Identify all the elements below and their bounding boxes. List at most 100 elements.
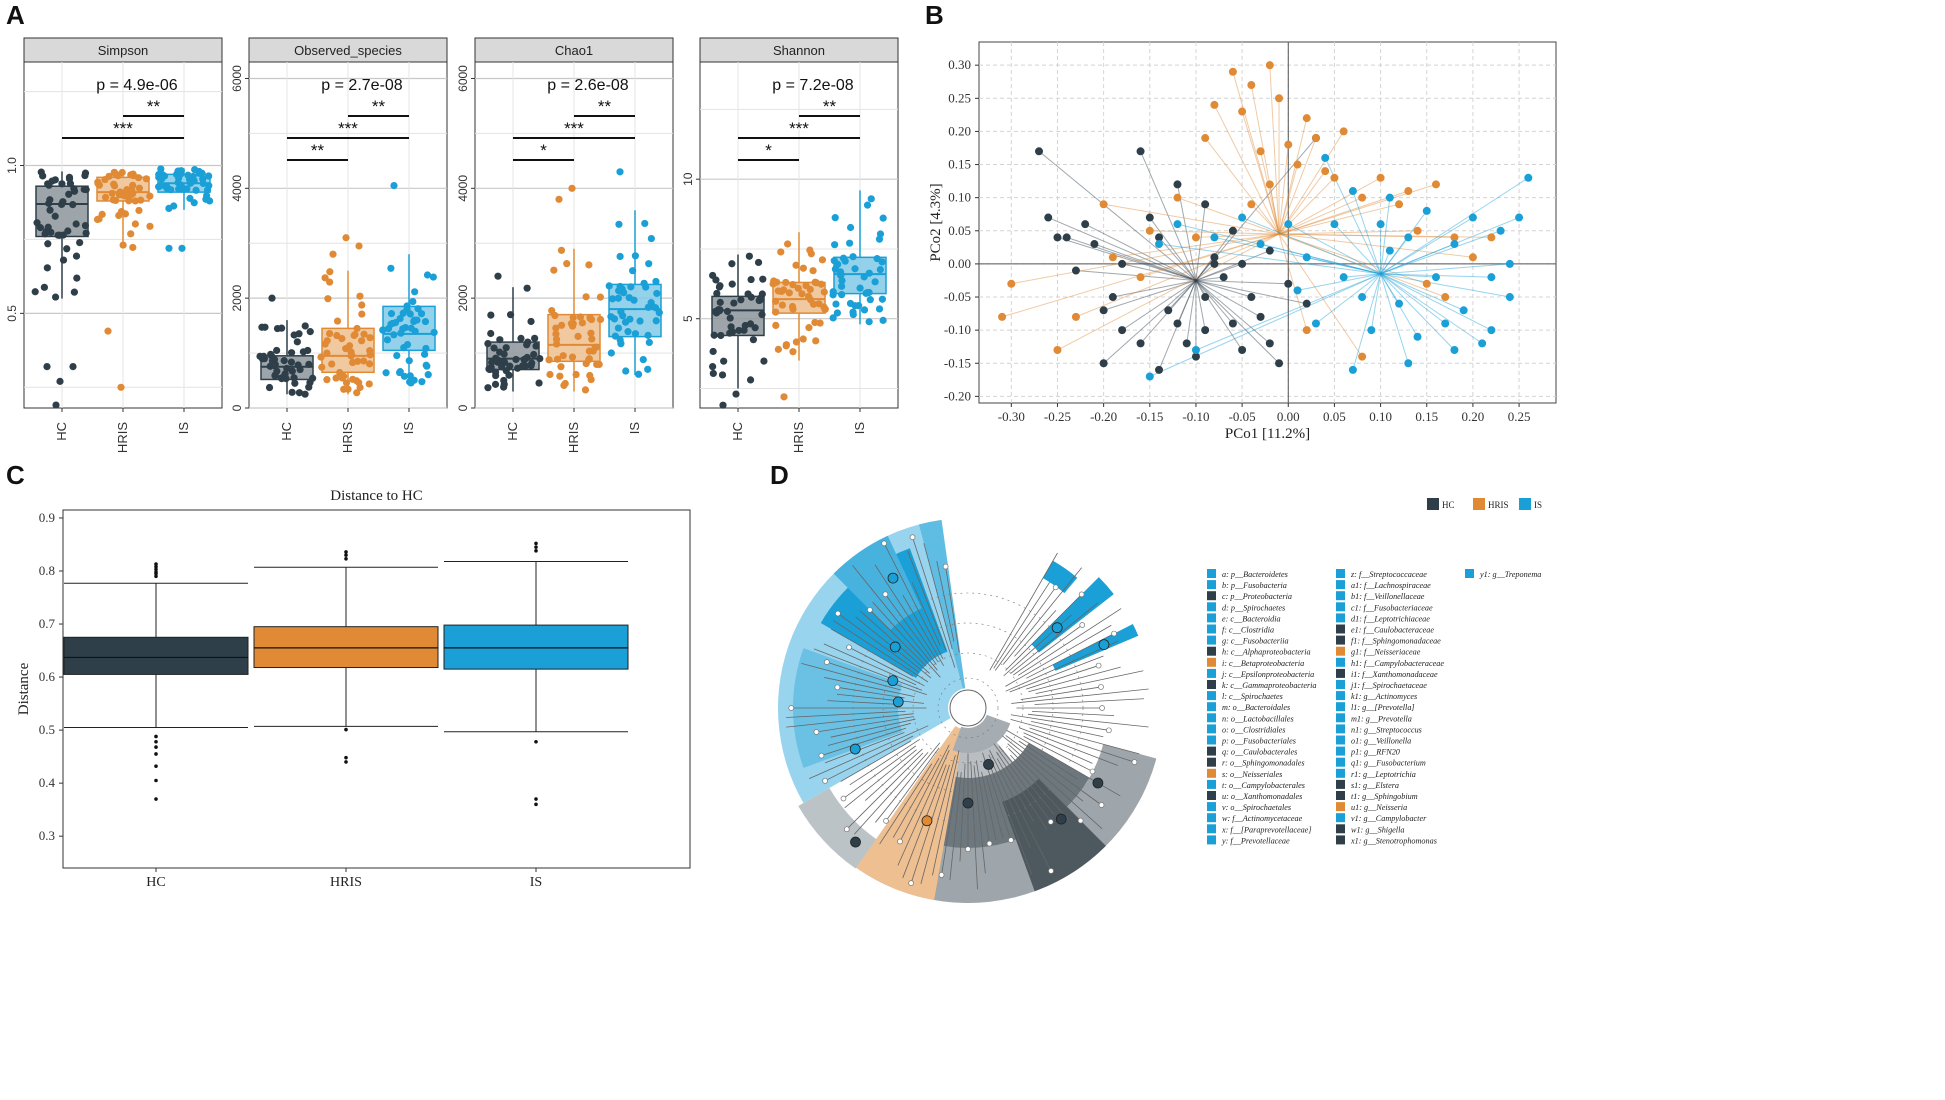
taxa-swatch — [1336, 580, 1345, 590]
tree-branch — [832, 620, 929, 683]
tree-branch — [801, 662, 902, 691]
taxa-legend-item: v1: g__Campylobacter — [1336, 813, 1427, 823]
box-HRIS — [317, 234, 375, 397]
scatter-point — [1099, 306, 1108, 315]
data-point — [365, 360, 374, 368]
data-point — [205, 172, 213, 180]
data-point — [860, 306, 869, 314]
taxa-legend-item: z: f__Streptococcaceae — [1336, 569, 1427, 579]
data-point — [93, 215, 102, 224]
scatter-point — [1228, 67, 1237, 76]
legend-label: IS — [1534, 500, 1542, 510]
outlier-point — [534, 797, 538, 801]
data-point — [273, 367, 281, 375]
spider-line — [1057, 233, 1280, 351]
tree-branch — [1031, 721, 1104, 738]
taxa-label: p1: g__RFN20 — [1350, 748, 1400, 757]
spider-line — [1380, 273, 1455, 351]
data-point — [728, 260, 736, 268]
panel-label-b: B — [925, 0, 944, 30]
data-point — [522, 362, 530, 370]
spider-line — [1195, 280, 1271, 344]
scatter-point — [1330, 173, 1339, 182]
data-point — [387, 320, 395, 328]
taxa-legend-item: v: o__Spirochaetales — [1207, 802, 1291, 812]
data-point — [287, 349, 296, 357]
data-point — [552, 324, 560, 332]
taxa-label: g: c__Fusobacteriia — [1222, 637, 1289, 646]
scatter-point — [1136, 339, 1145, 348]
x-tick-label: HC — [730, 422, 745, 441]
data-point — [112, 196, 120, 205]
data-point — [490, 344, 498, 352]
taxa-swatch — [1336, 691, 1345, 701]
spider-line — [1195, 280, 1234, 324]
data-point — [288, 388, 296, 396]
data-point — [805, 324, 813, 332]
taxa-swatch — [1336, 802, 1345, 812]
y-tick-label: 4000 — [230, 175, 244, 202]
data-point — [712, 276, 720, 284]
taxa-swatch — [1207, 668, 1216, 678]
scatter-point — [1275, 359, 1284, 368]
taxa-swatch — [1336, 635, 1345, 645]
scatter-point — [1191, 346, 1200, 355]
spider-line — [1140, 151, 1197, 281]
taxa-swatch — [1207, 635, 1216, 645]
data-point — [206, 197, 214, 205]
data-point — [817, 280, 825, 288]
scatter-point — [1191, 233, 1200, 242]
y-tick-label: 6000 — [230, 65, 244, 92]
tree-node — [986, 840, 993, 847]
taxa-label: w1: g__Shigella — [1351, 825, 1404, 834]
outlier-point — [154, 571, 158, 576]
taxa-legend-item: l1: g__[Prevotella] — [1336, 702, 1415, 712]
taxa-label: u1: g__Neisseria — [1351, 803, 1407, 812]
x-tick-label: HC — [146, 875, 165, 890]
data-point — [784, 240, 792, 248]
data-point — [806, 285, 814, 294]
outlier-point — [154, 778, 158, 783]
data-point — [484, 339, 492, 348]
data-point — [414, 305, 422, 313]
panel-label-a: A — [6, 0, 25, 30]
data-point — [128, 186, 136, 194]
data-point — [867, 195, 875, 203]
data-point — [879, 316, 887, 324]
clade-region-is — [918, 519, 966, 689]
y-tick-label: 2000 — [230, 284, 244, 311]
data-point — [58, 180, 66, 188]
group-legend: HC HRIS IS — [1427, 498, 1542, 510]
data-point — [653, 289, 661, 298]
data-point — [135, 184, 143, 192]
significance-label: ** — [823, 97, 837, 116]
spider-line — [1278, 233, 1446, 298]
data-point — [841, 257, 849, 265]
data-point — [304, 346, 312, 355]
data-point-outlier — [52, 401, 60, 409]
tree-node — [1105, 727, 1112, 734]
facet-strip — [474, 37, 674, 63]
data-point — [31, 288, 39, 296]
spider-line — [1380, 217, 1474, 275]
y-tick-label: -0.05 — [944, 289, 971, 304]
y-tick-label: 5 — [681, 315, 695, 322]
spider-line — [1213, 104, 1280, 235]
data-point — [278, 324, 286, 332]
scatter-point — [1413, 226, 1422, 235]
data-point — [70, 187, 79, 195]
outlier-point — [344, 727, 348, 732]
scatter-point — [1035, 147, 1044, 156]
data-point — [326, 278, 334, 286]
scatter-point — [1358, 293, 1367, 302]
taxa-legend-item: u1: g__Neisseria — [1336, 802, 1407, 812]
data-point — [423, 271, 432, 279]
spider-line — [1260, 151, 1280, 235]
x-tick-label: HC — [279, 422, 294, 441]
data-point — [878, 258, 886, 266]
tree-branch — [1018, 727, 1118, 766]
tree-branch — [837, 686, 905, 699]
data-point — [517, 334, 525, 342]
taxa-swatch — [1336, 768, 1345, 778]
spider-line — [1334, 223, 1381, 275]
